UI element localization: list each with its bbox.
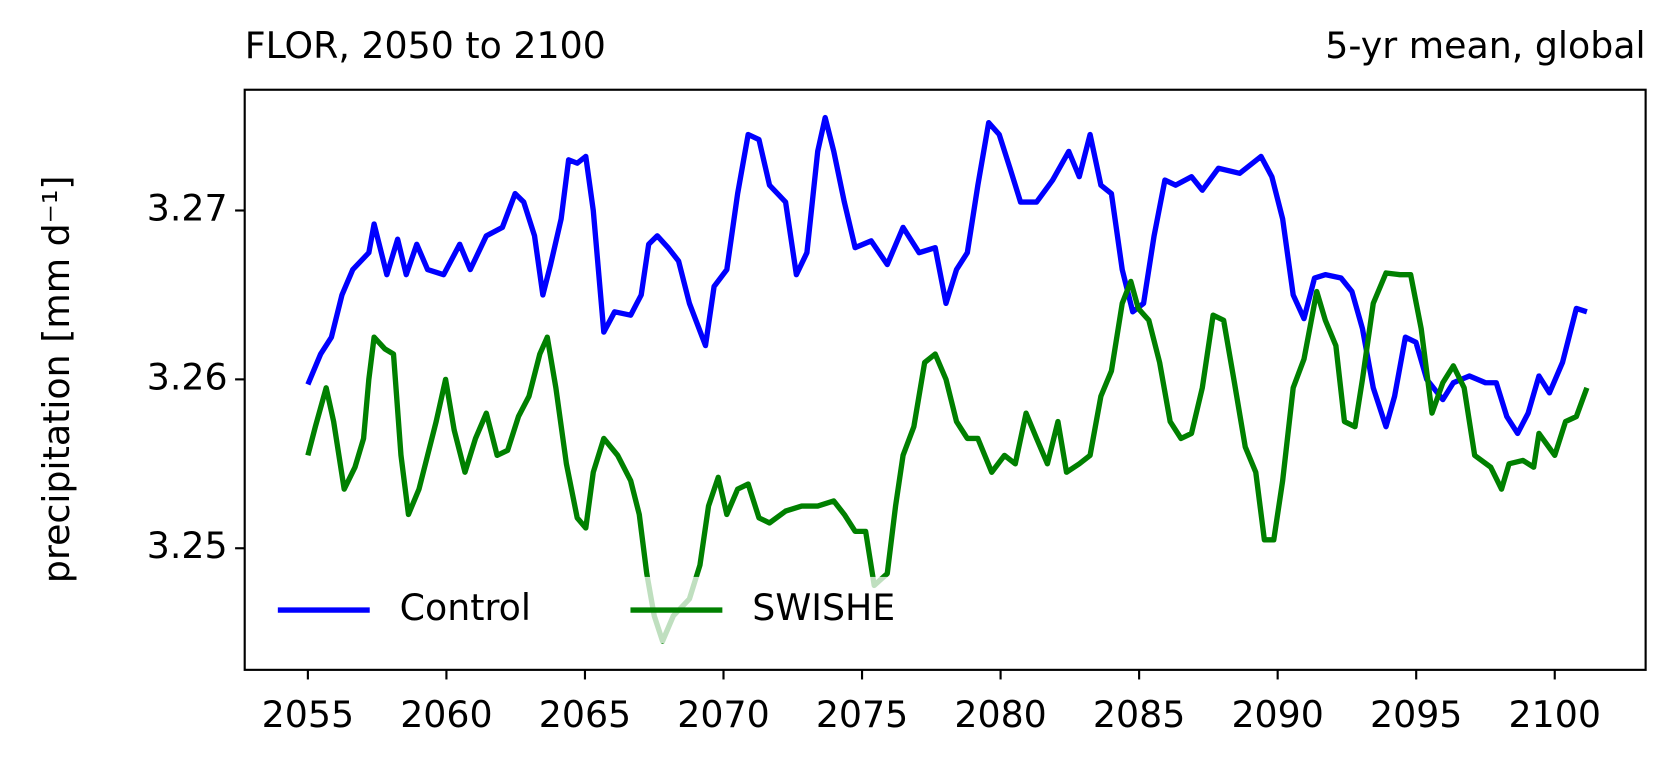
legend-label: Control — [400, 586, 531, 629]
chart-subtitle: 5-yr mean, global — [1325, 24, 1645, 67]
y-tick-label: 3.27 — [147, 186, 228, 229]
legend-label: SWISHE — [752, 586, 895, 629]
x-tick-label: 2080 — [954, 693, 1046, 736]
x-tick-label: 2065 — [539, 693, 631, 736]
y-tick-label: 3.25 — [147, 524, 228, 567]
line — [305, 270, 1590, 644]
x-tick-label: 2070 — [677, 693, 769, 736]
chart-title: FLOR, 2050 to 2100 — [245, 24, 606, 67]
x-tick-label: 2085 — [1093, 693, 1185, 736]
x-tick-label: 2100 — [1509, 693, 1601, 736]
x-tick-label: 2075 — [816, 693, 908, 736]
y-tick-label: 3.26 — [147, 355, 228, 398]
x-tick-label: 2090 — [1231, 693, 1323, 736]
x-tick-label: 2095 — [1370, 693, 1462, 736]
y-axis-label: precipitation [mm d⁻¹] — [35, 175, 78, 583]
x-tick-label: 2055 — [262, 693, 354, 736]
line — [305, 114, 1588, 437]
x-tick-label: 2060 — [400, 693, 492, 736]
